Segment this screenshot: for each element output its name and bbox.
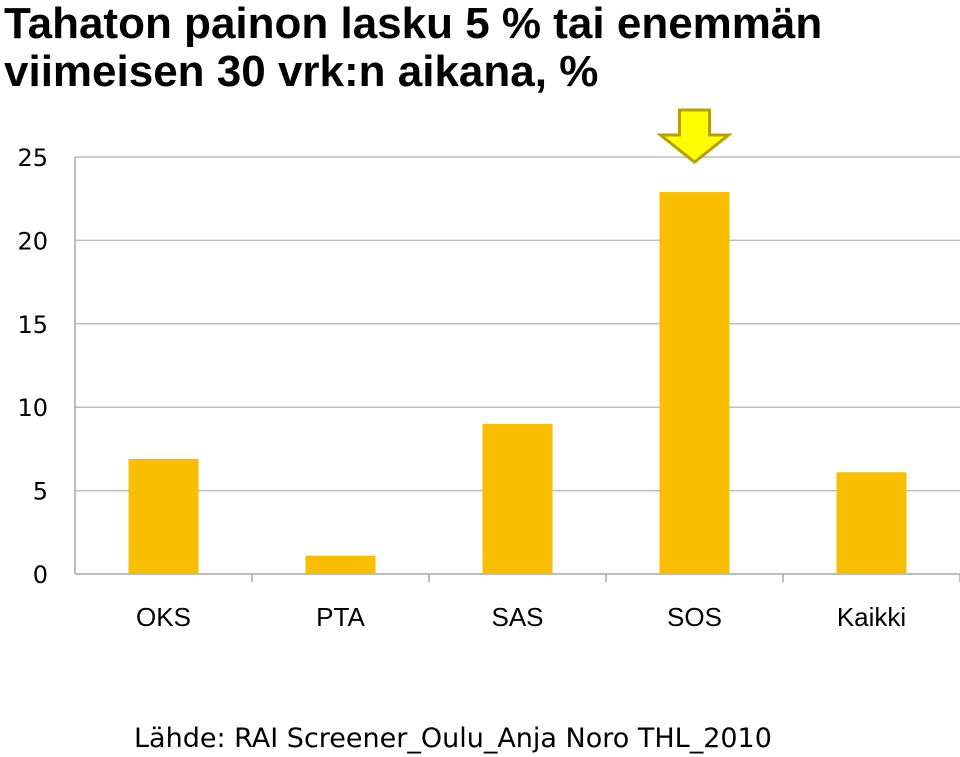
x-tick-label: Kaikki bbox=[837, 602, 906, 632]
x-tick-label: SAS bbox=[491, 602, 543, 632]
y-tick-label: 25 bbox=[17, 144, 48, 172]
bar-sas bbox=[482, 423, 553, 574]
bar-pta bbox=[305, 555, 376, 574]
y-tick-label: 20 bbox=[17, 227, 48, 255]
y-tick-label: 0 bbox=[33, 561, 48, 589]
y-tick-label: 5 bbox=[33, 478, 48, 506]
bars bbox=[128, 192, 907, 574]
x-tick-label: SOS bbox=[667, 602, 722, 632]
bar-oks bbox=[128, 458, 199, 574]
chart-title-line-2: viimeisen 30 vrk:n aikana, % bbox=[4, 47, 599, 96]
highlight-arrow-group bbox=[656, 108, 733, 164]
x-tick-label: PTA bbox=[316, 602, 365, 632]
x-tick-labels: OKS PTA SAS SOS Kaikki bbox=[136, 602, 906, 632]
bar-kaikki bbox=[836, 472, 907, 574]
y-tick-label: 15 bbox=[17, 311, 48, 339]
source-note: Lähde: RAI Screener_Oulu_Anja Noro THL_2… bbox=[134, 723, 772, 754]
x-tick-label: OKS bbox=[136, 602, 191, 632]
y-tick-label: 10 bbox=[17, 394, 48, 422]
chart-title-line-1: Tahaton painon lasku 5 % tai enemmän bbox=[4, 0, 823, 48]
bar-sos bbox=[659, 192, 730, 574]
chart-title: Tahaton painon lasku 5 % tai enemmän vii… bbox=[4, 0, 822, 96]
y-tick-labels: 0 5 10 15 20 25 bbox=[17, 144, 48, 589]
highlight-arrow-icon bbox=[656, 108, 733, 164]
bar-chart: 0 5 10 15 20 25 OKS PTA SAS SOS Kaikki bbox=[17, 108, 960, 632]
